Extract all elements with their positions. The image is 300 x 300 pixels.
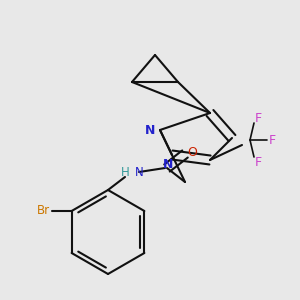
- Text: N: N: [145, 124, 155, 136]
- Text: F: F: [254, 112, 262, 124]
- Text: N: N: [135, 166, 144, 178]
- Text: H: H: [121, 166, 130, 178]
- Text: Br: Br: [37, 205, 50, 218]
- Text: O: O: [187, 146, 197, 158]
- Text: N: N: [163, 158, 173, 172]
- Text: F: F: [254, 155, 262, 169]
- Text: F: F: [268, 134, 276, 146]
